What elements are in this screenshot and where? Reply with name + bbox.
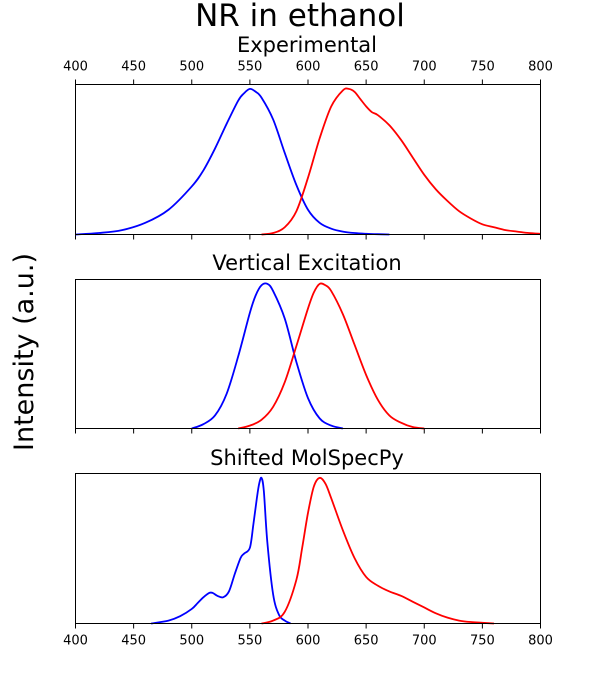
x-tick-label: 450	[121, 60, 146, 75]
x-tick-label: 550	[237, 60, 262, 75]
x-tick-label: 750	[470, 634, 495, 649]
panel-vertical-excitation: Vertical Excitation	[75, 251, 541, 434]
x-tick-label: 700	[412, 60, 437, 75]
x-tick-label: 650	[354, 634, 379, 649]
x-tick-label: 600	[296, 634, 321, 649]
absorption-spectrum-line	[75, 87, 390, 236]
x-tick-label: 450	[121, 634, 146, 649]
x-ticks-shifted-molspecpy: 400 450 500 550 600 650 700 750 800	[63, 623, 553, 649]
emission-spectrum-line	[261, 476, 495, 625]
series-vertical-excitation	[191, 282, 425, 430]
series-experimental	[75, 87, 541, 236]
panel-title-vertical-excitation: Vertical Excitation	[212, 251, 401, 275]
x-tick-label: 550	[237, 634, 262, 649]
absorption-spectrum-line	[150, 476, 291, 625]
x-ticks-vertical-excitation	[75, 428, 541, 434]
panel-title-experimental: Experimental	[237, 33, 377, 57]
absorption-spectrum-line	[191, 282, 344, 430]
plot-frame-experimental	[75, 84, 541, 235]
x-tick-label: 500	[179, 634, 204, 649]
x-tick-label: 400	[63, 634, 88, 649]
panel-title-shifted-molspecpy: Shifted MolSpecPy	[210, 446, 404, 470]
plot-frame-shifted-molspecpy	[75, 473, 541, 624]
x-tick-label: 750	[470, 60, 495, 75]
panel-experimental: Experimental 400 450 500 550 600 650 700 750 800	[63, 33, 553, 240]
x-tick-label: 800	[528, 60, 553, 75]
x-ticks-experimental: 400 450 500 550 600 650 700 750 800	[63, 60, 553, 240]
x-tick-label: 400	[63, 60, 88, 75]
panel-shifted-molspecpy: Shifted MolSpecPy 400 450 500 550 600 650 700 7…	[63, 446, 553, 649]
x-tick-label: 650	[354, 60, 379, 75]
x-tick-label: 500	[179, 60, 204, 75]
emission-spectrum-line	[238, 282, 425, 430]
figure-title: NR in ethanol	[195, 0, 405, 34]
x-tick-label: 800	[528, 634, 553, 649]
plot-frame-vertical-excitation	[75, 279, 541, 429]
x-tick-label: 700	[412, 634, 437, 649]
emission-spectrum-line	[261, 87, 541, 236]
series-shifted-molspecpy	[150, 476, 495, 625]
y-axis-label: Intensity (a.u.)	[9, 253, 40, 451]
x-tick-label: 600	[296, 60, 321, 75]
